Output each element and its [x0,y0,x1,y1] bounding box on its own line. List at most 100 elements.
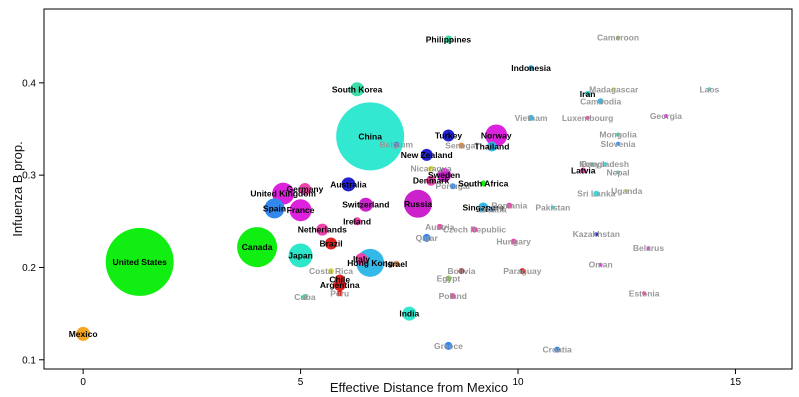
point-label: Denmark [413,176,450,186]
data-point [428,165,435,172]
point-label: Cuba [294,292,316,302]
data-point [353,217,362,226]
data-point [603,162,607,167]
data-point [301,294,308,300]
data-point [589,162,594,167]
data-point [580,167,587,174]
point-label: Slovenia [601,139,636,149]
data-point [449,293,456,300]
data-point [316,223,329,236]
data-point [237,227,278,268]
point-label: Peru [330,288,349,298]
point-label: Sweden [428,170,460,180]
x-tick-label: 10 [512,377,524,388]
point-label: Cameroon [597,33,639,43]
point-label: Latvia [571,166,596,176]
point-label: Hungary [496,237,531,247]
data-point [458,268,465,275]
point-label: Greece [434,341,463,351]
point-label: Madagascar [589,84,639,94]
data-point [437,168,452,183]
data-point [442,129,455,142]
point-label: Iran [580,89,596,99]
data-point [707,87,712,92]
point-label: Netherlands [298,225,347,235]
data-point [488,206,495,213]
data-point [358,197,373,212]
data-point [642,291,647,296]
point-label: New Zealand [401,150,453,160]
point-label: Italy [353,254,370,264]
axis-ticks: 0 5 10 15 0.1 0.2 0.3 0.4 [22,78,741,388]
point-label: Singapore [462,202,504,212]
point-label: Bolivia [448,266,476,276]
data-point [444,35,453,44]
point-label: Luxembourg [562,113,613,123]
data-point [480,180,487,187]
x-tick-label: 0 [80,377,86,388]
y-tick-label: 0.1 [22,355,36,366]
data-point [616,170,621,175]
point-label: Georgia [650,111,682,121]
point-label: Argentina [320,280,360,290]
data-point [334,274,345,285]
data-point [404,189,432,218]
data-point [288,243,313,268]
point-label: Australia [330,179,367,189]
point-label: Nicaragua [410,164,451,174]
point-label: Canada [242,242,273,252]
point-label: United States [113,257,168,267]
x-tick-label: 5 [298,377,304,388]
point-label: Norway [481,130,512,140]
point-label: Poland [439,291,467,301]
data-point [298,183,311,195]
plot-frame [43,8,793,370]
point-label: Senegal [445,141,478,151]
point-label: Romania [491,201,527,211]
point-label: Spain [263,203,286,213]
data-point [325,237,338,250]
point-label: Turkey [435,130,463,140]
data-points [76,35,712,353]
point-label: Mongolia [599,130,637,140]
data-point [341,177,356,192]
data-point [422,233,431,242]
point-label: France [287,205,315,215]
point-label: Czech Republic [443,225,507,235]
data-point [624,188,629,193]
point-label: Estonia [629,288,660,298]
x-tick-label: 15 [730,377,742,388]
data-point [528,65,535,72]
data-point [584,90,591,97]
data-point [506,202,513,209]
x-axis-title: Effective Distance from Mexico [330,380,508,395]
point-label: Belarus [633,243,664,253]
point-label: Indonesia [511,63,551,73]
data-point [402,306,417,321]
point-label: Croatia [543,345,573,355]
data-point [510,238,517,245]
point-label: Pakistan [535,202,570,212]
data-point [393,260,400,267]
point-label: Philippines [426,34,472,44]
data-point [471,226,478,233]
point-label: Laos [699,84,719,94]
data-point [519,268,526,275]
data-point [616,132,621,137]
data-point [444,341,453,350]
data-point [328,268,335,275]
data-labels: Mexico United States Canada Japan China South… [69,33,720,355]
data-point [426,175,437,186]
data-point [550,205,555,210]
data-point [593,190,600,197]
point-label: Paraguay [503,266,542,276]
point-label: Sri Lanka [577,189,616,199]
data-point [105,227,174,296]
data-point [585,115,590,120]
data-point [264,198,285,219]
point-label: United Kingdom [250,189,316,199]
data-point [458,142,465,149]
y-axis-title: Infuenza B prop. [10,141,25,236]
point-label: Kazakhstan [573,229,620,239]
